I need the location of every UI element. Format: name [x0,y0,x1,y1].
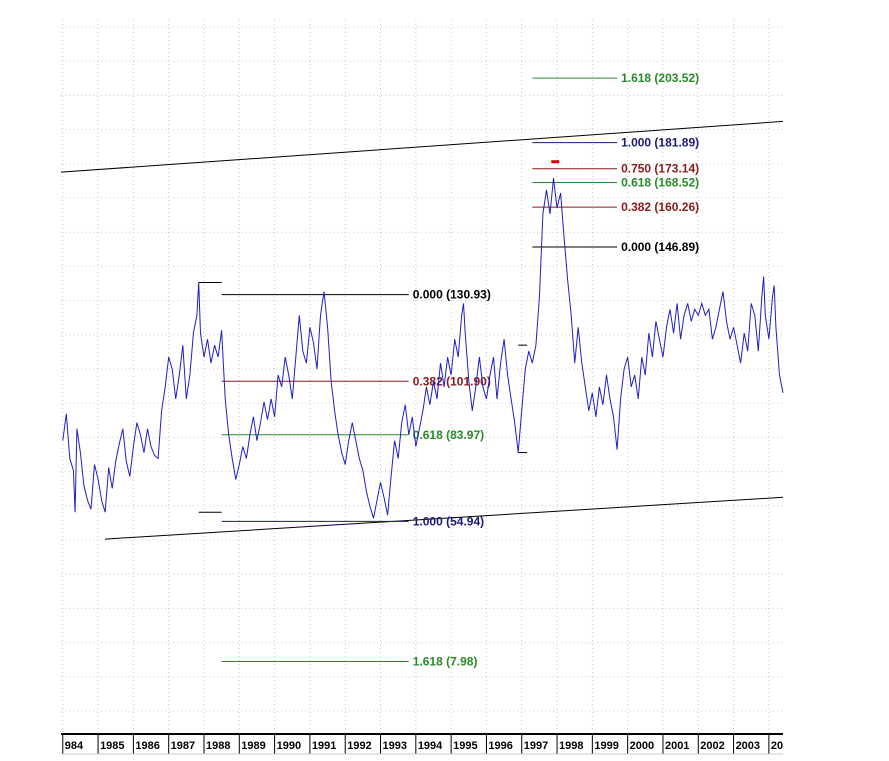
x-tick-label: 1999 [594,740,618,752]
fib-level-label: 1.618 (203.52) [621,71,699,85]
x-tick-label: 2002 [700,740,724,752]
fib-level-label: 0.618 (168.52) [621,176,699,190]
series-line [62,178,784,519]
range-markers [198,282,528,513]
x-axis: 984 1985 1986 1987 1988 1989 1990 1991 1992 1993 1… [61,733,783,755]
x-tick-label: 1987 [171,740,195,752]
trend-line [60,120,784,173]
x-tick-label: 1998 [559,740,583,752]
fib-level-label: 0.382 (160.26) [621,200,699,214]
x-tick-label: 1992 [347,740,371,752]
x-tick-label: 1993 [383,740,407,752]
fib-level-label: 1.000 (181.89) [621,136,699,150]
x-tick-label: 2000 [630,740,654,752]
x-tick-label: 1986 [135,740,159,752]
grid [61,20,783,730]
x-tick-label: 1985 [100,740,124,752]
x-tick-label: 20 [771,740,783,752]
fib-level-label: 1.618 (7.98) [413,654,478,668]
fib-level-label: 0.382 (101.90) [413,374,491,388]
fib-level-label: 0.000 (130.93) [413,288,491,302]
fib-level-label: 0.618 (83.97) [413,428,484,442]
x-tick-label: 1991 [312,740,336,752]
x-tick-label: 1994 [418,740,443,752]
x-tick-label: 1988 [206,740,230,752]
x-tick-label: 2003 [736,740,760,752]
trendlines [60,120,784,540]
fib-level-label: 1.000 (54.94) [413,514,484,528]
x-tick-label: 984 [65,740,84,752]
price-series [62,178,784,519]
trend-line [105,496,784,540]
x-tick-label: 2001 [665,740,689,752]
x-tick-label: 1997 [524,740,548,752]
x-tick-label: 1989 [241,740,265,752]
x-tick-label: 1996 [488,740,512,752]
fibonacci-levels: 0.000 (130.93) 0.382 (101.90) 0.618 (83.97… [221,71,699,668]
x-tick-label: 1990 [277,740,301,752]
fib-level-label: 0.750 (173.14) [621,162,699,176]
fib-level-label: 0.000 (146.89) [621,240,699,254]
x-tick-label: 1995 [453,740,477,752]
